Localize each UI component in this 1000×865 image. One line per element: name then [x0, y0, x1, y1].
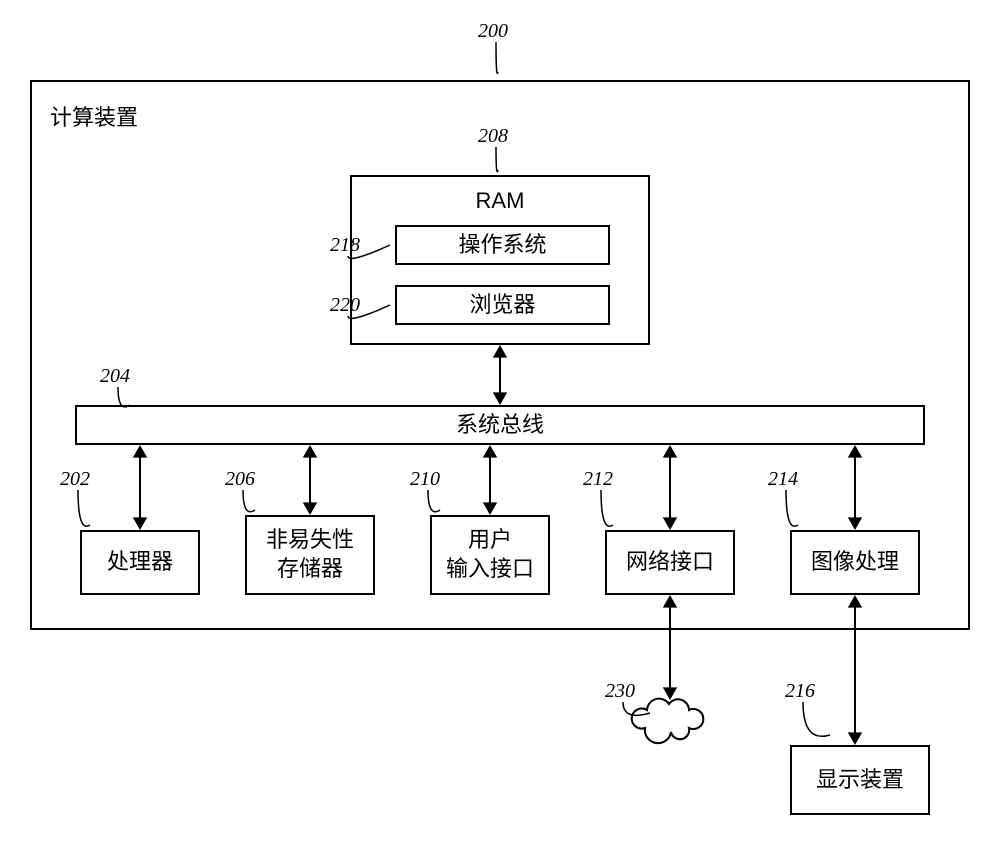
- ref-214: 214: [768, 468, 798, 491]
- ref-200: 200: [478, 20, 508, 43]
- cloud-icon: [632, 699, 704, 744]
- node-bus: 系统总线: [75, 405, 925, 445]
- ref-216: 216: [785, 680, 815, 703]
- ref-230: 230: [605, 680, 635, 703]
- node-nvm: 非易失性 存储器: [245, 515, 375, 595]
- container-title: 计算装置: [50, 100, 138, 132]
- node-browser: 浏览器: [395, 285, 610, 325]
- ref-202: 202: [60, 468, 90, 491]
- ref-lead-230: [623, 702, 650, 715]
- node-img: 图像处理: [790, 530, 920, 595]
- node-os: 操作系统: [395, 225, 610, 265]
- ref-lead-216: [803, 702, 830, 736]
- ref-206: 206: [225, 468, 255, 491]
- node-cpu: 处理器: [80, 530, 200, 595]
- ref-204: 204: [100, 365, 130, 388]
- ref-220: 220: [330, 294, 360, 317]
- diagram-canvas: 计算装置RAM操作系统浏览器系统总线处理器非易失性 存储器用户 输入接口网络接口…: [0, 0, 1000, 865]
- ref-218: 218: [330, 234, 360, 257]
- ref-208: 208: [478, 125, 508, 148]
- ref-212: 212: [583, 468, 613, 491]
- node-net: 网络接口: [605, 530, 735, 595]
- ref-210: 210: [410, 468, 440, 491]
- ref-lead-200: [496, 42, 498, 73]
- node-uif: 用户 输入接口: [430, 515, 550, 595]
- node-disp: 显示装置: [790, 745, 930, 815]
